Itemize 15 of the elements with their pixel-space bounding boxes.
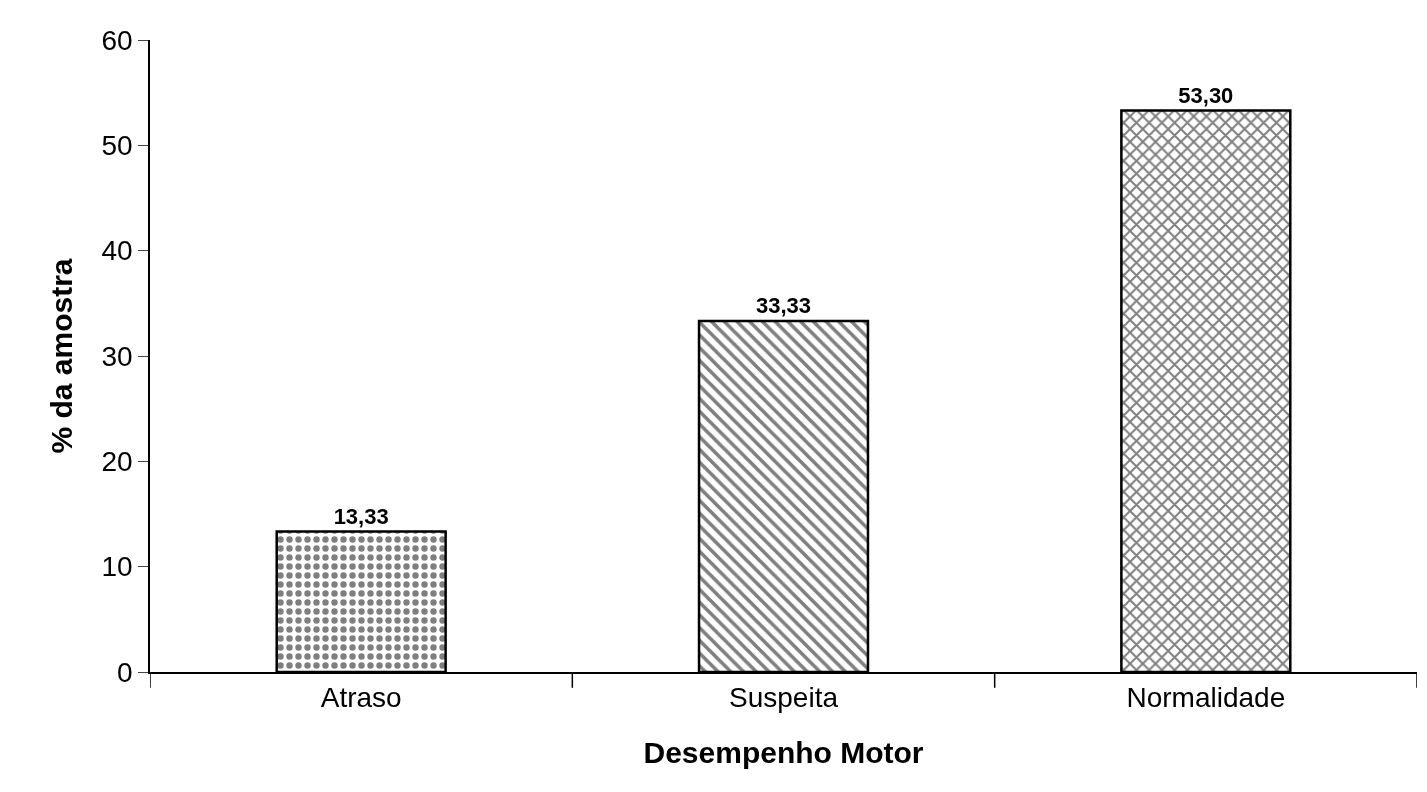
data-label: 33,33 (755, 292, 812, 318)
y-axis-title: % da amostra (44, 258, 78, 454)
y-tick-label: 0 (117, 656, 133, 688)
y-tick-label: 50 (101, 130, 133, 162)
data-label: 13,33 (333, 503, 389, 529)
x-tick-label: Normalidade (1126, 682, 1286, 714)
y-tick-label: 40 (101, 235, 133, 267)
y-tick-label: 30 (101, 340, 133, 372)
data-label: 53,30 (1178, 82, 1234, 108)
y-tick-label: 60 (101, 24, 133, 56)
y-tick-label: 20 (101, 446, 133, 478)
y-tick-label: 10 (101, 551, 133, 583)
x-tick-label: Atraso (320, 682, 402, 714)
x-tick-label: Suspeita (729, 682, 839, 714)
x-axis-title: Desempenho Motor (643, 736, 924, 770)
